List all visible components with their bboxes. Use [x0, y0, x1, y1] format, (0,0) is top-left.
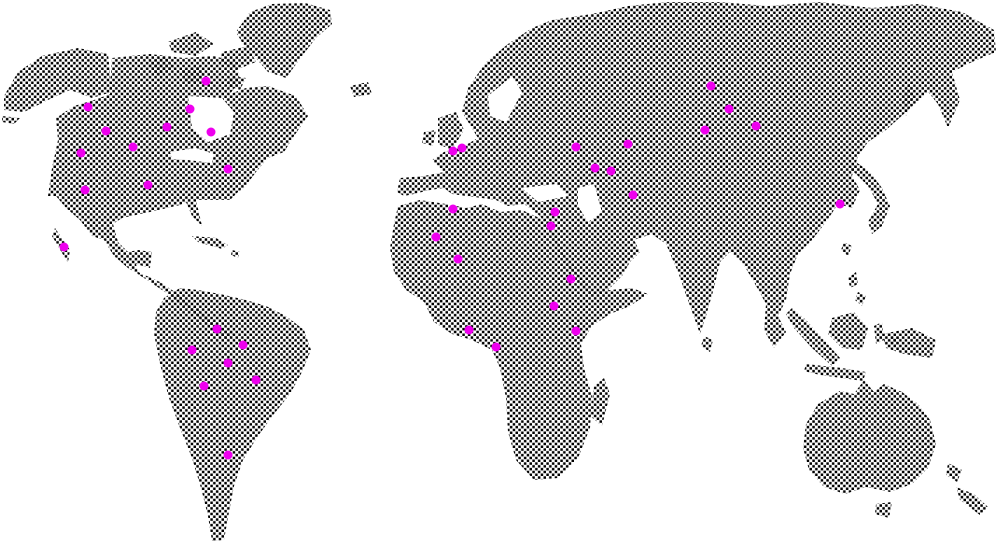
island-madagascar [590, 378, 610, 426]
location-marker[interactable] [238, 340, 248, 350]
location-marker[interactable] [128, 142, 138, 152]
island-caribbean [231, 250, 240, 258]
black-sea [522, 184, 568, 202]
location-marker[interactable] [550, 207, 560, 217]
location-marker[interactable] [80, 185, 90, 195]
location-marker[interactable] [571, 326, 581, 336]
location-marker[interactable] [143, 180, 153, 190]
location-marker[interactable] [223, 164, 233, 174]
island-philippines [855, 292, 866, 306]
continent-greenland [236, 3, 332, 78]
location-marker[interactable] [457, 143, 467, 153]
location-marker[interactable] [448, 146, 458, 156]
location-marker[interactable] [83, 102, 93, 112]
region-aleutians [2, 116, 20, 124]
location-marker[interactable] [835, 199, 845, 209]
island-japan [848, 162, 890, 234]
location-marker[interactable] [546, 221, 556, 231]
location-marker[interactable] [491, 342, 501, 352]
caspian-sea [578, 184, 602, 222]
island-sri-lanka [701, 336, 713, 352]
location-marker[interactable] [251, 375, 261, 385]
location-marker[interactable] [212, 324, 222, 334]
location-marker[interactable] [162, 122, 172, 132]
continent-north-america [48, 54, 308, 340]
location-marker[interactable] [59, 242, 69, 252]
island-sulawesi [874, 322, 884, 344]
location-marker[interactable] [566, 274, 576, 284]
island-ireland [422, 130, 436, 146]
location-marker[interactable] [199, 381, 209, 391]
location-marker[interactable] [606, 166, 616, 176]
location-marker[interactable] [549, 301, 559, 311]
location-marker[interactable] [700, 125, 710, 135]
location-marker[interactable] [628, 190, 638, 200]
island-tasmania [875, 502, 892, 518]
location-marker[interactable] [464, 325, 474, 335]
location-marker[interactable] [76, 148, 86, 158]
location-marker[interactable] [206, 127, 216, 137]
arctic-island [168, 32, 214, 56]
island-borneo [828, 312, 868, 350]
island-new-zealand-north [946, 463, 962, 482]
island-sumatra [786, 308, 840, 366]
location-marker[interactable] [431, 232, 441, 242]
continent-africa [390, 200, 648, 480]
island-taiwan [841, 242, 852, 256]
location-marker[interactable] [453, 254, 463, 264]
location-marker[interactable] [571, 142, 581, 152]
location-marker[interactable] [185, 104, 195, 114]
markers-layer [59, 76, 845, 460]
island-new-zealand-south [956, 487, 988, 515]
island-iceland [350, 82, 372, 97]
island-cuba [192, 236, 228, 249]
island-great-britain [438, 112, 464, 150]
location-marker[interactable] [223, 450, 233, 460]
location-marker[interactable] [590, 163, 600, 173]
location-marker[interactable] [187, 345, 197, 355]
continent-australia [803, 380, 936, 494]
location-marker[interactable] [751, 121, 761, 131]
location-marker[interactable] [223, 358, 233, 368]
baltic-sea [488, 76, 522, 122]
region-alaska [4, 48, 112, 112]
continent-south-america [154, 288, 311, 541]
island-new-guinea [882, 328, 936, 358]
location-marker[interactable] [623, 139, 633, 149]
location-marker[interactable] [706, 81, 716, 91]
island-philippines [848, 272, 858, 288]
location-marker[interactable] [201, 76, 211, 86]
island-sakhalin [902, 82, 914, 116]
great-lakes [170, 148, 214, 163]
island-java [804, 364, 866, 381]
location-marker[interactable] [724, 104, 734, 114]
continent-eurasia [397, 2, 996, 348]
hudson-bay [188, 96, 234, 142]
location-marker[interactable] [101, 126, 111, 136]
location-marker[interactable] [448, 204, 458, 214]
